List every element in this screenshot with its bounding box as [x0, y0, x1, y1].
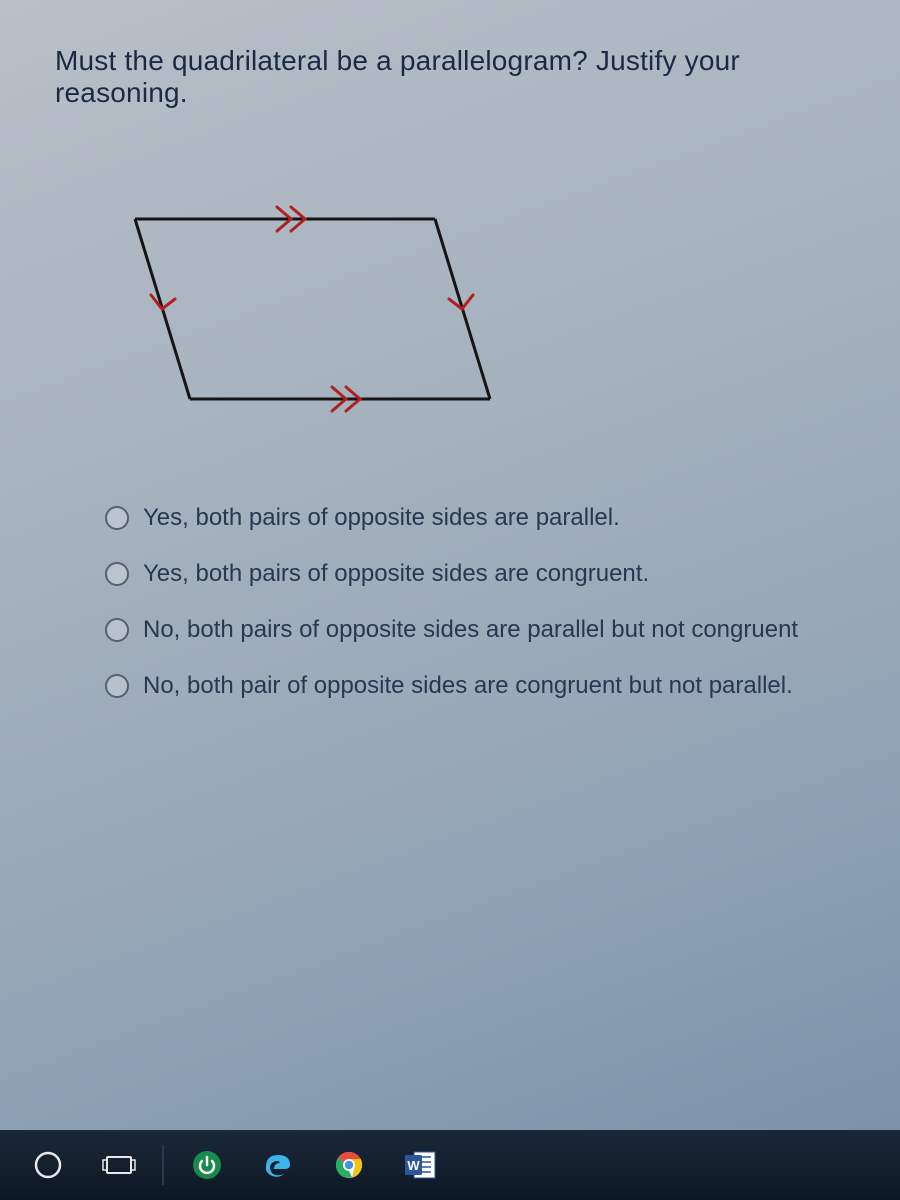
option-row[interactable]: No, both pair of opposite sides are cong…	[105, 672, 845, 700]
task-view-icon[interactable]	[101, 1147, 137, 1183]
option-label: No, both pair of opposite sides are cong…	[143, 672, 793, 700]
radio-icon[interactable]	[105, 506, 129, 530]
radio-icon[interactable]	[105, 562, 129, 586]
edge-browser-icon[interactable]	[260, 1147, 296, 1183]
option-label: Yes, both pairs of opposite sides are co…	[143, 560, 649, 588]
word-icon[interactable]: W	[402, 1147, 438, 1183]
option-row[interactable]: No, both pairs of opposite sides are par…	[105, 616, 845, 644]
option-row[interactable]: Yes, both pairs of opposite sides are pa…	[105, 504, 845, 532]
radio-icon[interactable]	[105, 618, 129, 642]
chrome-browser-icon[interactable]	[331, 1147, 367, 1183]
parallelogram-diagram	[95, 199, 845, 434]
taskbar: W	[0, 1130, 900, 1200]
taskbar-separator	[162, 1145, 164, 1185]
cortana-circle-icon[interactable]	[30, 1147, 66, 1183]
power-green-icon[interactable]	[189, 1147, 225, 1183]
answer-options: Yes, both pairs of opposite sides are pa…	[105, 504, 845, 700]
svg-text:W: W	[407, 1158, 420, 1173]
option-label: No, both pairs of opposite sides are par…	[143, 616, 798, 644]
option-label: Yes, both pairs of opposite sides are pa…	[143, 504, 620, 532]
question-text: Must the quadrilateral be a parallelogra…	[55, 45, 845, 109]
option-row[interactable]: Yes, both pairs of opposite sides are co…	[105, 560, 845, 588]
radio-icon[interactable]	[105, 674, 129, 698]
